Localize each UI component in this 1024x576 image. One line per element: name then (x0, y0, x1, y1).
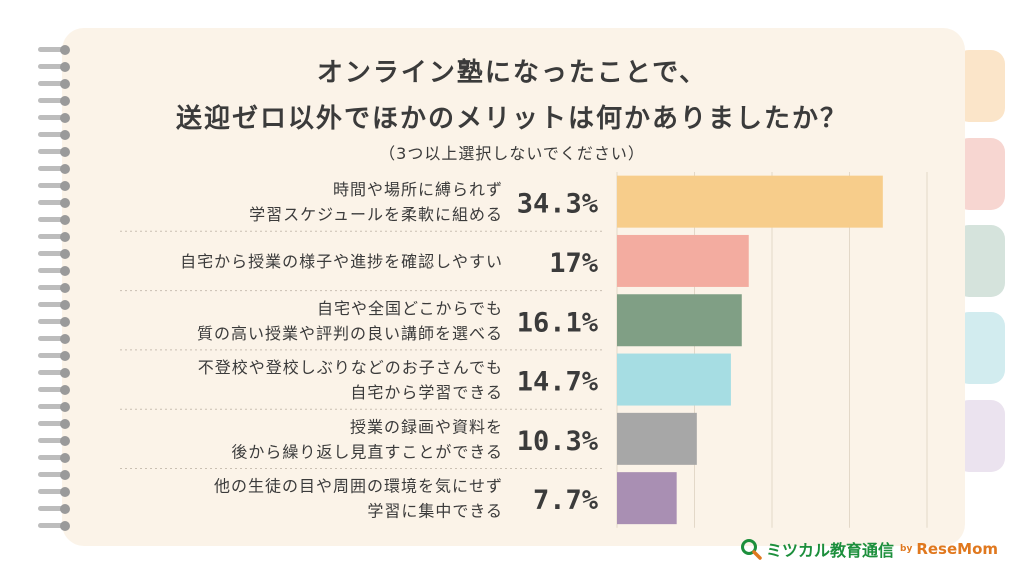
chart-subtitle: （3つ以上選択しないでください） (379, 144, 645, 163)
binder-ring (38, 180, 74, 192)
binder-ring (38, 384, 74, 396)
category-label: 学習スケジュールを柔軟に組める (249, 205, 503, 224)
category-label: 授業の録画や資料を (350, 417, 503, 436)
binder-ring (38, 78, 74, 90)
category-label: 質の高い授業や評判の良い講師を選べる (197, 324, 503, 343)
binder-ring (38, 469, 74, 481)
binder-ring (38, 452, 74, 464)
binder-ring (38, 95, 74, 107)
chart-title-line2: 送迎ゼロ以外でほかのメリットは何かありましたか？ (175, 104, 848, 134)
binder-ring (38, 282, 74, 294)
notebook-card (62, 28, 965, 546)
binder-ring (38, 401, 74, 413)
binder-ring (38, 299, 74, 311)
binder-ring (38, 316, 74, 328)
binder-ring (38, 129, 74, 141)
category-label: 自宅から授業の様子や進捗を確認しやすい (180, 252, 503, 271)
category-label: 後から繰り返し見直すことができる (231, 442, 503, 461)
binder-ring (38, 112, 74, 124)
value-label: 7.7% (533, 485, 599, 516)
value-label: 10.3% (517, 426, 599, 457)
brand-logo: ミツカル教育通信 by ReseMom (740, 537, 998, 561)
binder-ring (38, 418, 74, 430)
value-label: 34.3% (517, 189, 599, 220)
category-label: 他の生徒の目や周囲の環境を気にせず (214, 477, 503, 496)
binder-ring (38, 163, 74, 175)
category-label: 不登校や登校しぶりなどのお子さんでも (198, 358, 503, 377)
binder-ring (38, 486, 74, 498)
binder-ring (38, 231, 74, 243)
binder-ring (38, 503, 74, 515)
bar (617, 294, 742, 347)
chart-title-line1: オンライン塾になったことで、 (316, 58, 708, 88)
binder-ring (38, 61, 74, 73)
binder-ring (38, 435, 74, 447)
value-label: 14.7% (517, 367, 599, 398)
bar (617, 175, 883, 228)
binder-ring (38, 333, 74, 345)
category-label: 学習に集中できる (367, 502, 503, 521)
magnifier-icon (741, 539, 762, 560)
binder-ring (38, 146, 74, 158)
logo-main-text: ミツカル教育通信 (766, 541, 895, 560)
category-label: 自宅から学習できる (350, 383, 503, 402)
binder-ring (38, 248, 74, 260)
binder-ring (38, 44, 74, 56)
logo-brand-text: ReseMom (916, 540, 999, 558)
binder-ring (38, 350, 74, 362)
category-label: 自宅や全国どこからでも (317, 299, 503, 318)
value-label: 17% (549, 248, 599, 279)
bar (617, 234, 749, 287)
value-label: 16.1% (517, 307, 599, 338)
binder-ring (38, 520, 74, 532)
binder-ring (38, 367, 74, 379)
binder-ring (38, 214, 74, 226)
bar (617, 353, 731, 406)
logo-by-text: by (900, 544, 913, 554)
bar (617, 412, 697, 465)
bar (617, 472, 677, 525)
binder-ring (38, 265, 74, 277)
binder-ring (38, 197, 74, 209)
category-label: 時間や場所に縛られず (333, 180, 503, 199)
